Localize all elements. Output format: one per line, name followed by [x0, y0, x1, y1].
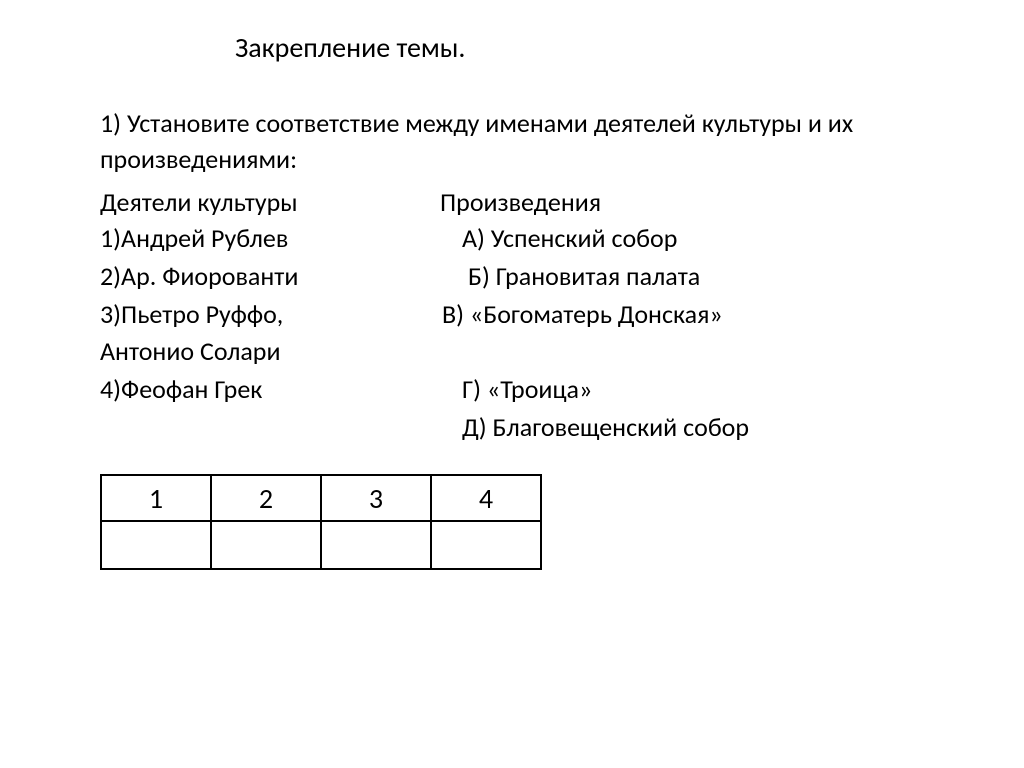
right-item: В) «Богоматерь Донская» [440, 296, 924, 334]
left-item [100, 409, 440, 447]
answer-cell[interactable] [321, 521, 431, 569]
matching-row: 4)Феофан ГрекГ) «Троица» [100, 371, 924, 409]
left-item: Антонио Солари [100, 333, 440, 371]
left-column-header: Деятели культуры [100, 184, 440, 220]
slide-title: Закрепление темы. [235, 30, 924, 65]
matching-row: 2)Ар. ФиоровантиБ) Грановитая палата [100, 258, 924, 296]
right-item: А) Успенский собор [440, 220, 924, 258]
left-item: 1)Андрей Рублев [100, 220, 440, 258]
right-column-header: Произведения [440, 184, 924, 220]
answer-cell[interactable] [431, 521, 541, 569]
answer-table-header-row: 1 2 3 4 [101, 475, 541, 521]
task-instruction: 1) Установите соответствие между именами… [100, 105, 924, 178]
columns-header-row: Деятели культуры Произведения [100, 184, 924, 220]
answer-table-answer-row [101, 521, 541, 569]
right-item: Б) Грановитая палата [440, 258, 924, 296]
right-item: Д) Благовещенский собор [440, 409, 924, 447]
right-item: Г) «Троица» [440, 371, 924, 409]
answer-cell[interactable] [211, 521, 321, 569]
left-item: 3)Пьетро Руффо, [100, 296, 440, 334]
matching-row: Д) Благовещенский собор [100, 409, 924, 447]
right-item [440, 333, 924, 371]
matching-row: 3)Пьетро Руффо,В) «Богоматерь Донская» [100, 296, 924, 334]
answer-table: 1 2 3 4 [100, 474, 542, 570]
matching-rows-container: 1)Андрей РублевА) Успенский собор2)Ар. Ф… [100, 220, 924, 446]
answer-header-cell: 3 [321, 475, 431, 521]
answer-header-cell: 2 [211, 475, 321, 521]
answer-header-cell: 4 [431, 475, 541, 521]
answer-header-cell: 1 [101, 475, 211, 521]
left-item: 2)Ар. Фиорованти [100, 258, 440, 296]
matching-row: Антонио Солари [100, 333, 924, 371]
answer-cell[interactable] [101, 521, 211, 569]
matching-row: 1)Андрей РублевА) Успенский собор [100, 220, 924, 258]
left-item: 4)Феофан Грек [100, 371, 440, 409]
